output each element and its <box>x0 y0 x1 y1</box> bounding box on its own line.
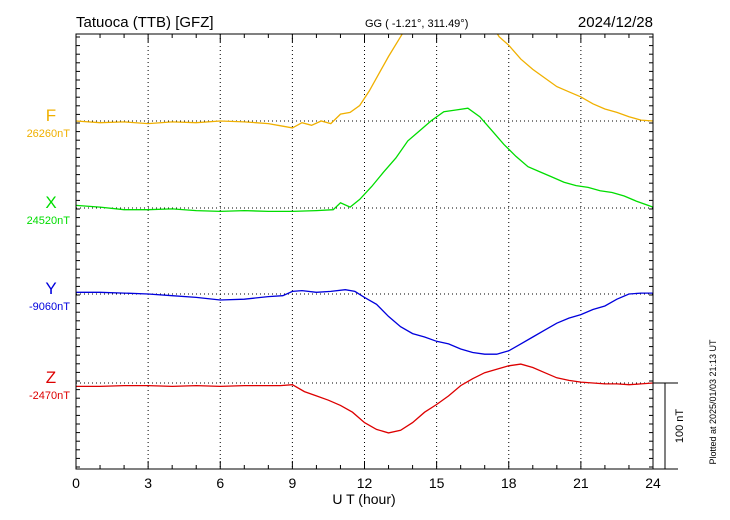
series-line-z <box>76 363 653 434</box>
plot-frame <box>75 33 654 470</box>
series-name-y: Y <box>45 279 56 298</box>
series-baseline-y: -9060nT <box>29 301 70 313</box>
series-baseline-x: 24520nT <box>27 215 71 227</box>
x-tick-label: 0 <box>72 475 80 491</box>
series-name-z: Z <box>46 368 56 387</box>
x-tick-label: 21 <box>573 475 589 491</box>
series-line-x <box>76 107 653 213</box>
x-tick-label: 15 <box>429 475 445 491</box>
series-name-x: X <box>45 193 56 212</box>
series-line-y <box>76 289 653 355</box>
x-tick-label: 3 <box>144 475 152 491</box>
axis-ticks: 0 3 6 9 12 15 18 21 24 <box>72 34 661 491</box>
series-name-f: F <box>46 106 56 125</box>
grid <box>76 34 653 469</box>
station-title: Tatuoca (TTB) [GFZ] <box>76 14 214 31</box>
coordinates-label: GG ( -1.21°, 311.49°) <box>365 18 468 30</box>
series-line-f <box>76 34 653 129</box>
x-tick-label: 9 <box>288 475 296 491</box>
x-tick-label: 12 <box>357 475 373 491</box>
series-baseline-f: 26260nT <box>27 128 71 140</box>
x-tick-label: 24 <box>645 475 661 491</box>
series-layer <box>76 34 653 434</box>
series-labels: F 26260nT X 24520nT Y -9060nT Z -2470nT <box>27 106 71 402</box>
plotted-timestamp: Plotted at 2025/01/03 21:13 UT <box>708 339 718 465</box>
x-tick-label: 6 <box>216 475 224 491</box>
x-tick-label: 18 <box>501 475 517 491</box>
series-baseline-z: -2470nT <box>29 390 70 402</box>
scale-bar-label: 100 nT <box>674 409 686 444</box>
date-label: 2024/12/28 <box>578 14 653 31</box>
x-axis-title: U T (hour) <box>332 491 395 507</box>
scale-bar: 100 nT <box>653 382 686 470</box>
